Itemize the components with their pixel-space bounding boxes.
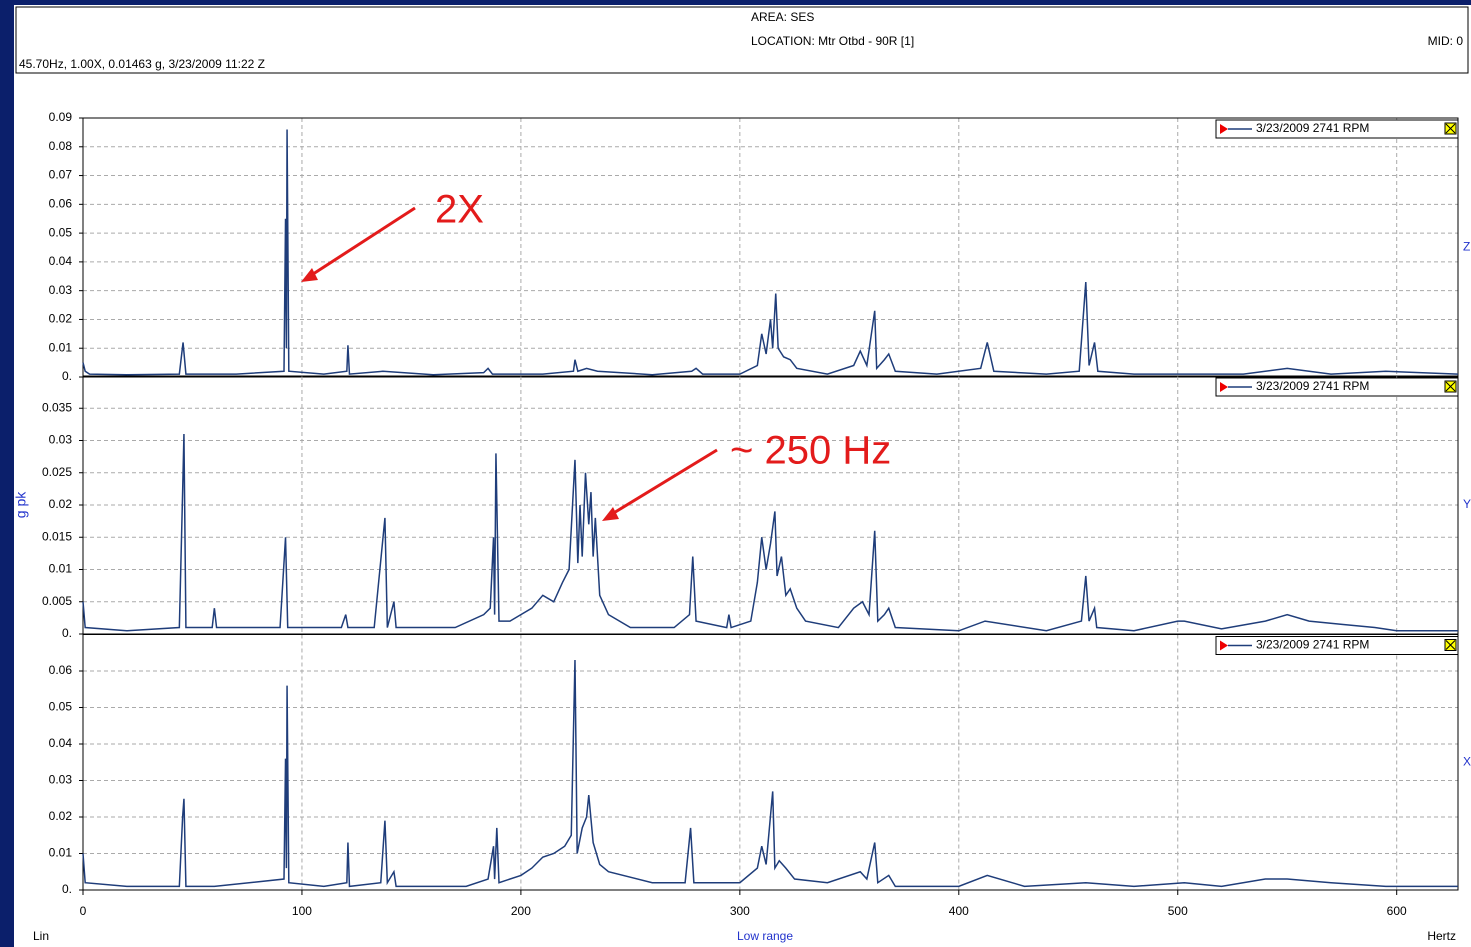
legend-marker [1220,124,1228,134]
y-tick-label: 0.04 [49,254,73,268]
y-tick-label: 0.03 [49,773,73,787]
y-tick-label: 0.025 [42,465,72,479]
legend-label: 3/23/2009 2741 RPM [1256,638,1369,652]
x-tick-label: 400 [949,904,969,918]
y-tick-label: 0.01 [49,846,73,860]
legend-marker [1220,640,1228,651]
y-tick-label: 0.01 [49,340,73,354]
arrow [309,206,416,278]
x-unit: Hertz [1427,929,1456,943]
arrow [611,448,718,516]
arrow-head [602,507,619,521]
y-tick-label: 0.05 [49,700,73,714]
y-tick-label: 0.05 [49,225,73,239]
legend-label: 3/23/2009 2741 RPM [1256,121,1369,135]
plot-frame [82,634,1459,891]
y-tick-label: 0.03 [49,283,73,297]
y-tick-label: 0. [62,882,72,896]
y-tick-label: 0.08 [49,139,73,153]
area: AREA: SES [751,10,814,24]
plot-frame [82,117,1459,378]
y-tick-label: 0.07 [49,168,73,182]
y-tick-label: 0.06 [49,663,73,677]
mid: MID: 0 [1428,34,1464,48]
location: LOCATION: Mtr Otbd - 90R [1] [751,34,914,48]
y-tick-label: 0.02 [49,497,73,511]
x-tick-label: 100 [292,904,312,918]
spectrum-line [82,660,1458,888]
arrow-head [301,268,318,282]
legend-label: 3/23/2009 2741 RPM [1256,379,1369,393]
x-tick-label: 300 [730,904,750,918]
spectrum-line [82,434,1458,632]
y-tick-label: 0.015 [42,529,72,543]
x-tick-label: 600 [1387,904,1407,918]
scale-label: Lin [33,929,49,943]
axis-side-label: Y [1463,497,1471,511]
legend-close-x [1445,381,1456,392]
y-tick-label: 0. [62,369,72,383]
x-tick-label: 500 [1168,904,1188,918]
legend-close-x [1445,640,1456,650]
y-tick-label: 0.09 [49,110,73,124]
y-tick-label: 0.02 [49,312,73,326]
y-tick-label: 0.04 [49,736,73,750]
axis-side-label: X [1463,754,1471,768]
x-axis-label: Low range [737,929,793,943]
y-axis-label: g pk [13,491,29,518]
y-tick-label: 0.03 [49,433,73,447]
x-tick-label: 0 [80,904,87,918]
y-tick-label: 0. [62,626,72,640]
annotation: ~ 250 Hz [730,429,891,473]
annotation-arrows: 2X ~ 250 Hz [301,188,891,521]
annotation: 2X [435,188,484,232]
legend-marker [1220,382,1228,392]
legend-box [1215,636,1459,655]
legend-box [1215,377,1459,397]
spectrum-line [82,129,1459,376]
y-tick-label: 0.06 [49,197,73,211]
y-tick-label: 0.005 [42,594,72,608]
cursor-info: 45.70Hz, 1.00X, 0.01463 g, 3/23/2009 11:… [19,57,265,71]
legend-close-x [1445,123,1456,134]
header-box [15,6,1469,74]
axis-side-label: Z [1463,240,1470,254]
y-tick-label: 0.02 [49,809,73,823]
y-tick-label: 0.035 [42,400,72,414]
y-tick-label: 0.01 [49,562,73,576]
panel [14,5,1471,947]
x-tick-label: 200 [511,904,531,918]
legend-box [1215,119,1459,139]
